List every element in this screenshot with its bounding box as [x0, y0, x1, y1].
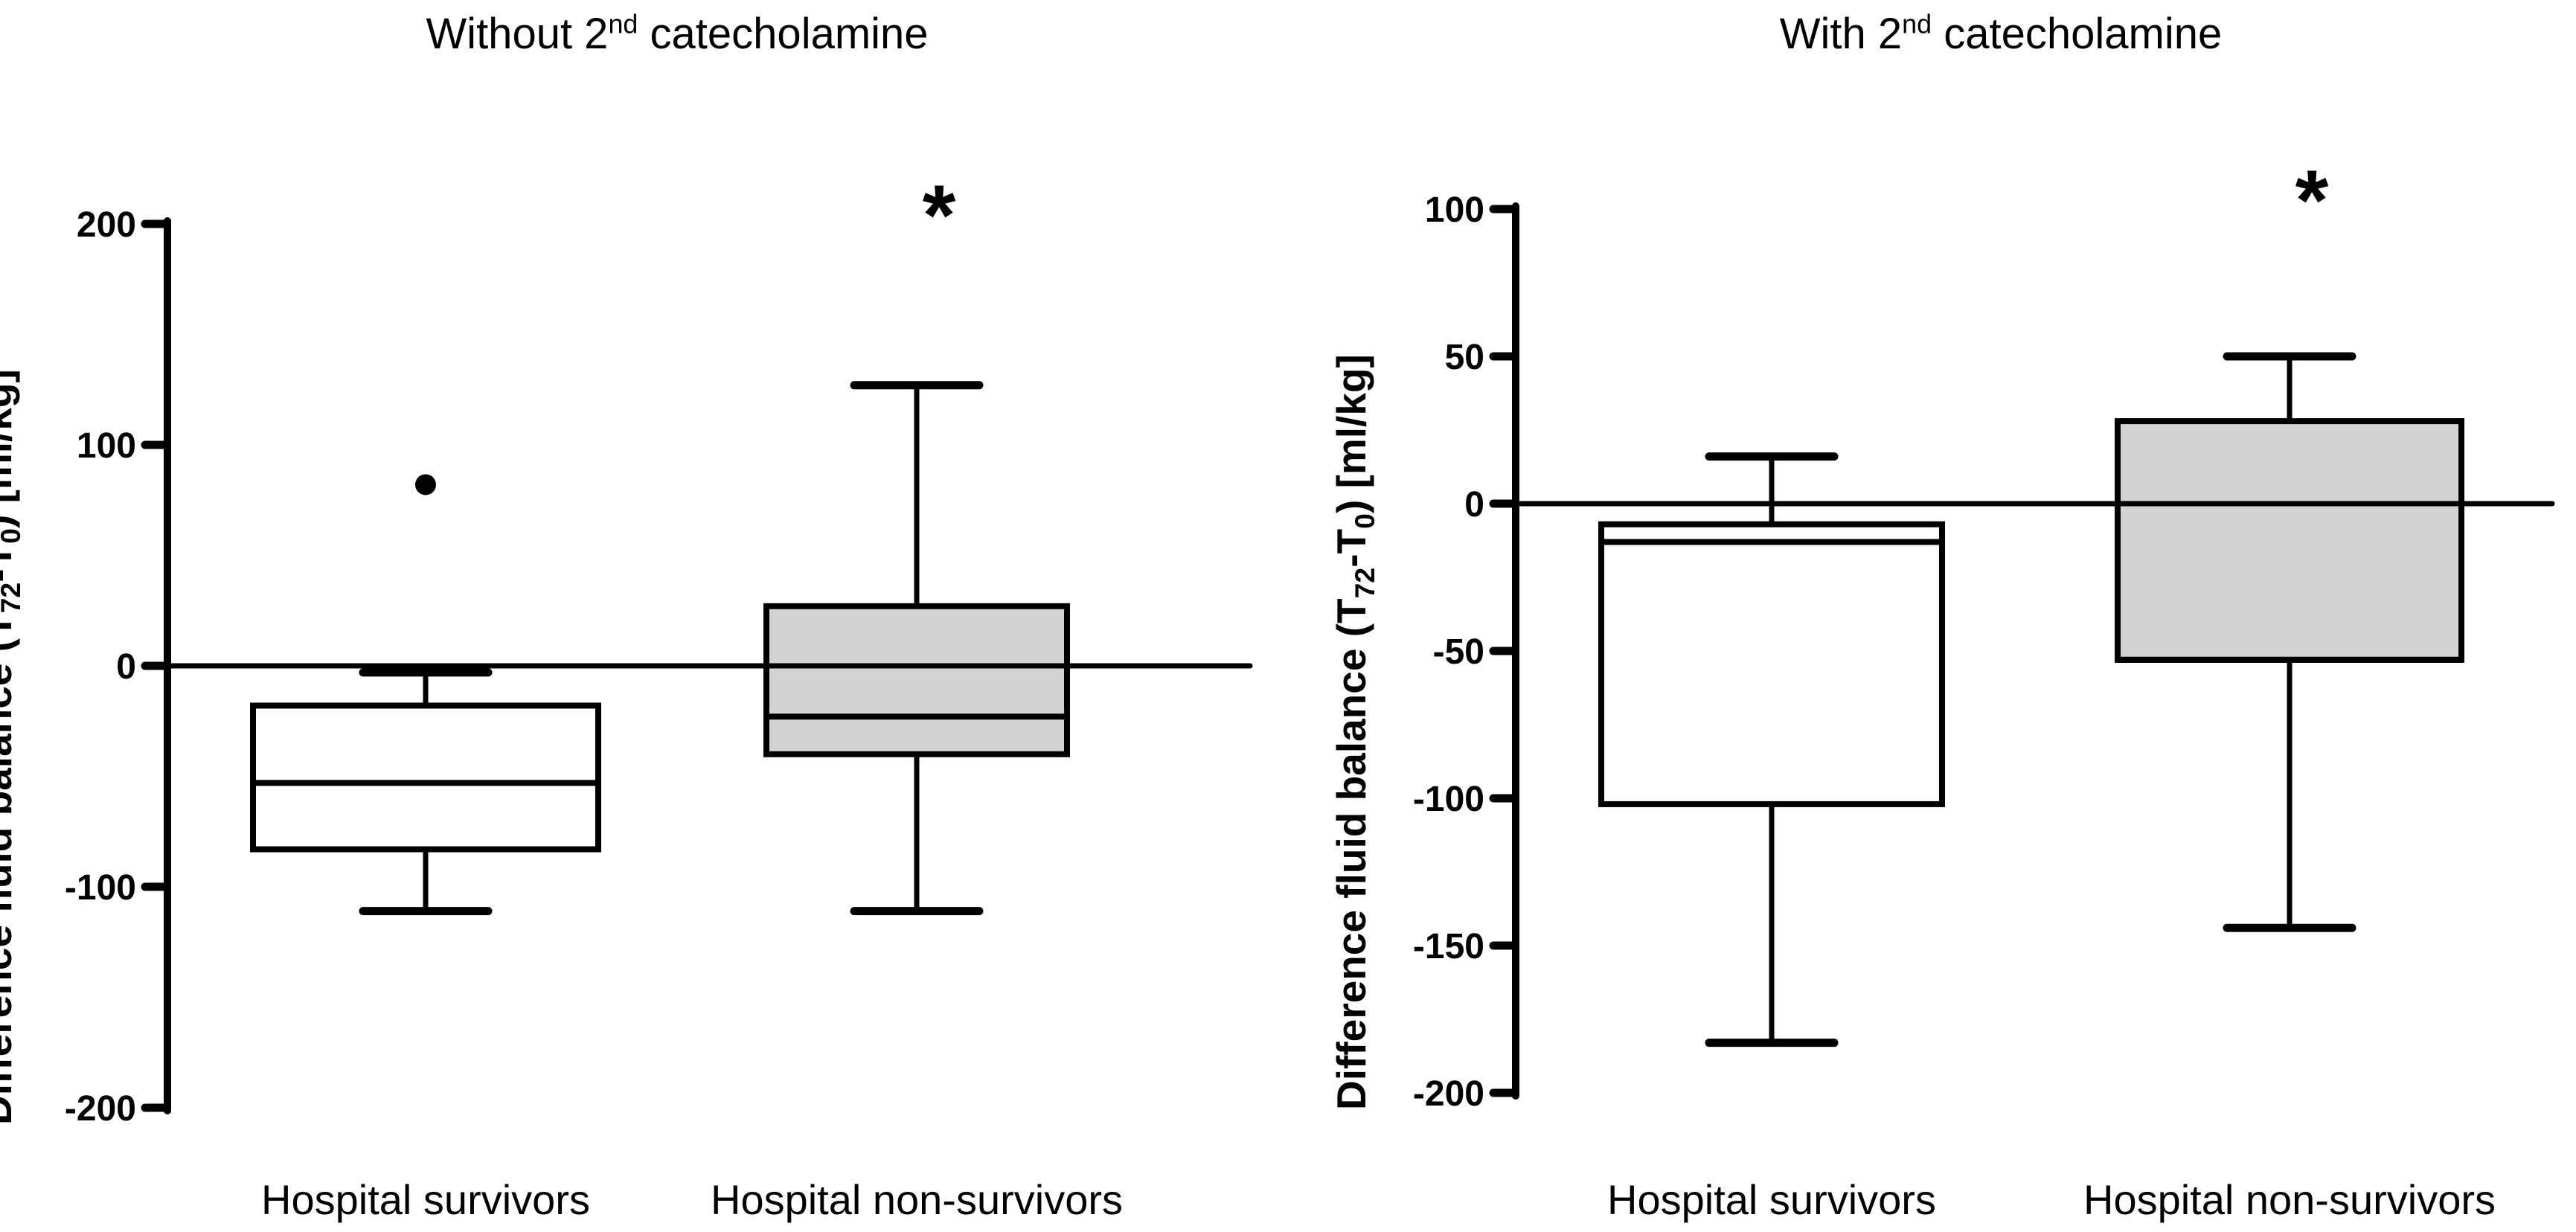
- text-run: catecholamine: [638, 10, 929, 58]
- outlier-dot: [415, 474, 436, 495]
- y-tick-label: 200: [77, 205, 136, 245]
- y-tick-label: -200: [65, 1089, 136, 1129]
- x-category-label: Hospital survivors: [261, 1176, 590, 1223]
- y-tick-label: 0: [116, 647, 136, 687]
- box-survivors: [250, 702, 601, 853]
- y-tick-label: 50: [1445, 338, 1484, 377]
- text-run: With 2: [1779, 10, 1903, 58]
- y-tick-label: -150: [1413, 927, 1484, 966]
- y-tick-label: 100: [1425, 190, 1484, 230]
- y-tick-label: -100: [65, 868, 136, 908]
- y-tick-label: -100: [1413, 780, 1484, 819]
- box-non-survivors: [2115, 418, 2464, 663]
- text-run: Without 2: [426, 10, 609, 58]
- y-tick-label: -50: [1433, 632, 1484, 672]
- y-tick-label: -200: [1413, 1074, 1484, 1114]
- significance-asterisk: *: [2295, 153, 2329, 248]
- box-non-survivors: [763, 603, 1070, 757]
- box-survivors: [1598, 521, 1945, 807]
- y-tick-label: 0: [1464, 485, 1484, 524]
- superscript: nd: [608, 8, 638, 39]
- panel-left: 200 100 0 -100 -200 Hospital survivors * Hospit…: [65, 168, 1253, 1223]
- superscript: nd: [1902, 8, 1932, 39]
- panel-title-left: Without 2nd catecholamine: [426, 9, 928, 59]
- panel-title-right: With 2nd catecholamine: [1780, 9, 2223, 59]
- panel-right: 100 50 0 -50 -100 -150 -200 Hospital survivors *…: [1413, 153, 2555, 1223]
- y-tick-label: 100: [77, 426, 136, 466]
- text-run: catecholamine: [1932, 10, 2223, 58]
- x-category-label: Hospital non-survivors: [2083, 1176, 2496, 1223]
- x-category-label: Hospital survivors: [1607, 1176, 1936, 1223]
- significance-asterisk: *: [923, 168, 956, 263]
- x-category-label: Hospital non-survivors: [711, 1176, 1123, 1223]
